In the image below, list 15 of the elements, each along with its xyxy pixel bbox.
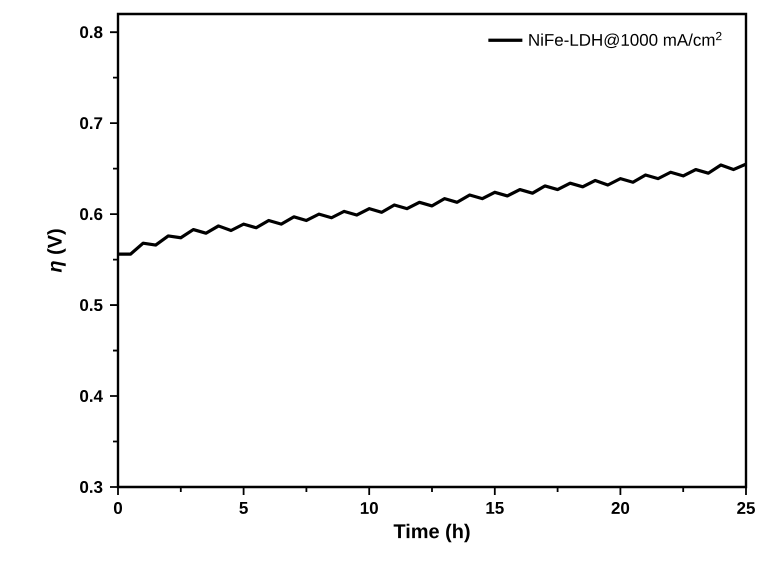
y-tick-label: 0.5 (80, 299, 102, 312)
x-tick-label: 25 (737, 502, 755, 514)
y-tick-label: 0.3 (80, 481, 102, 494)
y-tick-label: 0.7 (80, 117, 102, 130)
x-tick-label: 5 (239, 502, 248, 514)
x-tick-label: 20 (612, 502, 630, 514)
x-tick-label: 0 (114, 502, 122, 514)
y-tick-label: 0.8 (80, 26, 102, 38)
x-tick-label: 15 (486, 502, 504, 514)
y-tick-label: 0.6 (80, 208, 102, 220)
x-tick-label: 10 (360, 502, 378, 514)
y-axis-title: η (V) (47, 229, 66, 272)
y-tick-label: 0.4 (80, 390, 103, 402)
x-axis-title: Time (h) (394, 524, 470, 542)
legend-label: NiFe-LDH@1000 mA/cm$^{2}$ (529, 32, 722, 48)
